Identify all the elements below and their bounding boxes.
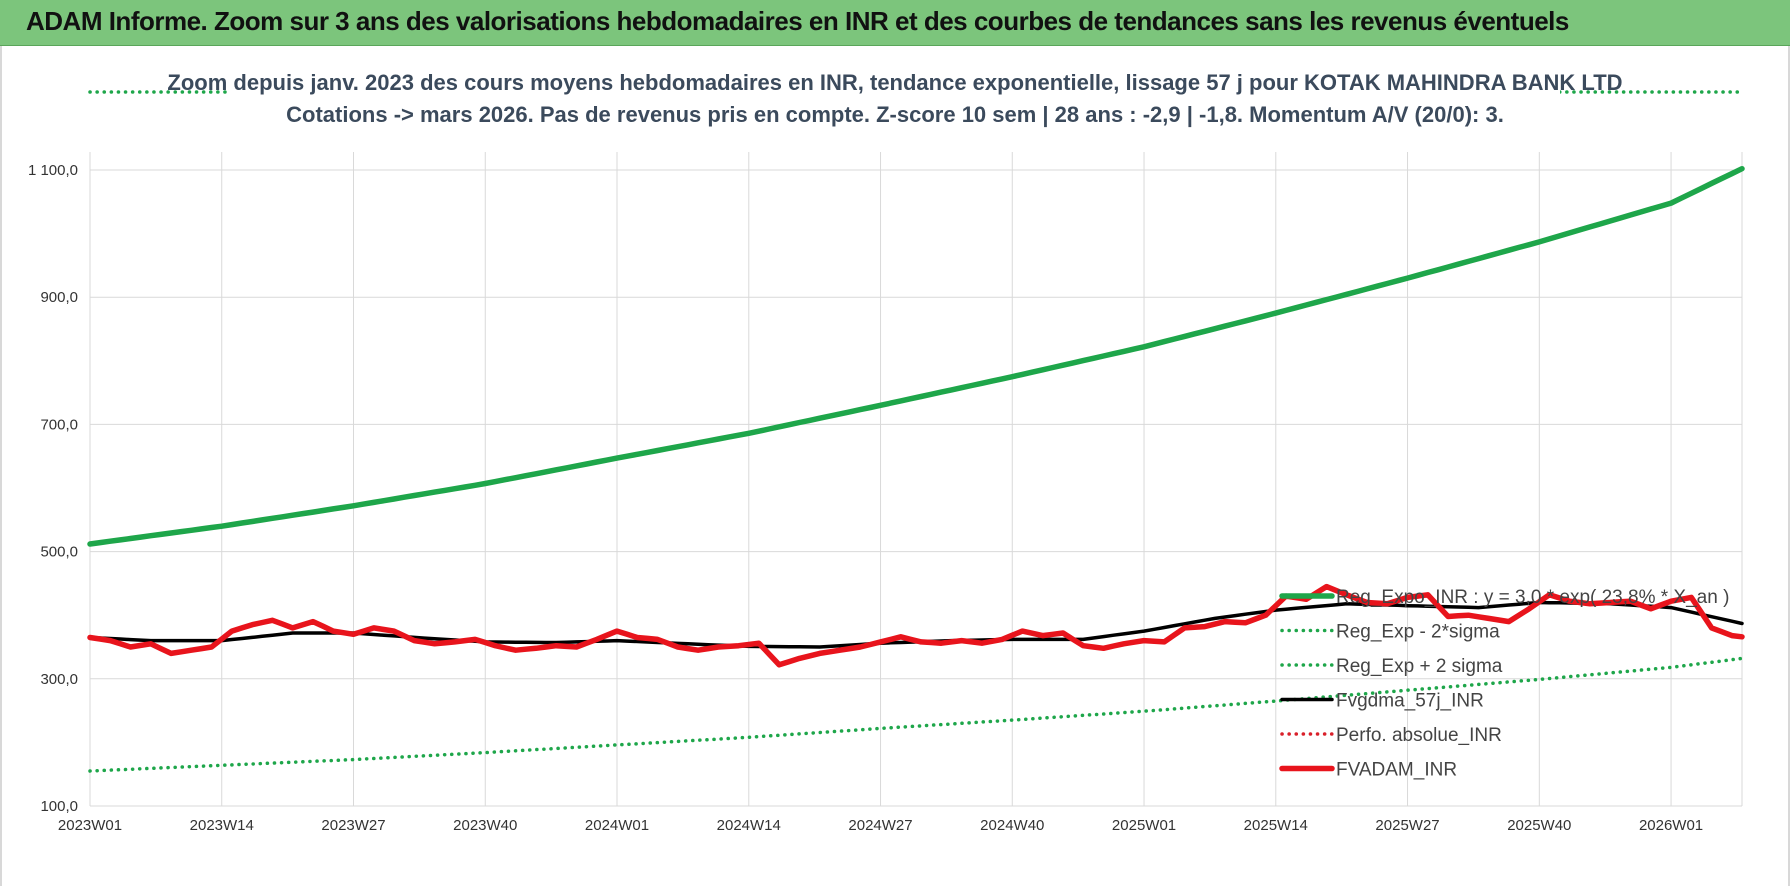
chart-frame: 100,0 300,0 500,0 700,0 900,0 1 100,0 2023W01 2… — [0, 46, 1790, 886]
x-tick-label: 2023W40 — [453, 817, 517, 834]
x-tick-label: 2023W14 — [190, 817, 254, 834]
x-tick-label: 2025W14 — [1244, 817, 1308, 834]
x-tick-label: 2025W40 — [1507, 817, 1571, 834]
legend-label: Fvgdma_57j_INR — [1336, 691, 1484, 712]
page-title: ADAM Informe. Zoom sur 3 ans des valoris… — [26, 6, 1569, 36]
series-line-1 — [87, 165, 1745, 547]
y-tick-label: 500,0 — [40, 544, 78, 561]
legend-label: FVADAM_INR — [1336, 760, 1457, 781]
chart-subtitle: Cotations -> mars 2026. Pas de revenus p… — [286, 102, 1504, 127]
y-tick-label: 900,0 — [40, 289, 78, 306]
chart-area: 100,0 300,0 500,0 700,0 900,0 1 100,0 2023W01 2… — [28, 62, 1745, 834]
chart-title: Zoom depuis janv. 2023 des cours moyens … — [167, 70, 1622, 95]
x-tick-label: 2023W01 — [58, 817, 122, 834]
grid — [89, 152, 1743, 807]
legend-label: Reg_Exp - 2*sigma — [1336, 622, 1500, 643]
legend-label: Perfo. absolue_INR — [1336, 725, 1502, 746]
series-line-6 — [87, 583, 1745, 668]
x-tick-label: 2025W27 — [1375, 817, 1439, 834]
y-tick-label: 100,0 — [40, 798, 78, 815]
legend-label: Reg_Expo_INR : y = 3,0 * exp( 23,8% * X_… — [1336, 587, 1729, 608]
x-tick-label: 2024W27 — [848, 817, 912, 834]
x-tick-label: 2026W01 — [1639, 817, 1703, 834]
y-tick-label: 1 100,0 — [28, 162, 78, 179]
y-tick-label: 700,0 — [40, 416, 78, 433]
x-tick-label: 2024W14 — [717, 817, 781, 834]
x-tick-label: 2023W27 — [321, 817, 385, 834]
header-banner: ADAM Informe. Zoom sur 3 ans des valoris… — [0, 0, 1790, 46]
series-line-2 — [88, 656, 1744, 773]
y-tick-label: 300,0 — [40, 671, 78, 688]
x-tick-label: 2024W01 — [585, 817, 649, 834]
legend: Reg_Expo_INR : y = 3,0 * exp( 23,8% * X_… — [1279, 587, 1729, 781]
title-box — [230, 62, 1560, 144]
axes: 100,0 300,0 500,0 700,0 900,0 1 100,0 2023W01 2… — [28, 162, 1703, 834]
legend-label: Reg_Exp + 2 sigma — [1336, 656, 1503, 677]
x-tick-label: 2025W01 — [1112, 817, 1176, 834]
x-tick-label: 2024W40 — [980, 817, 1044, 834]
